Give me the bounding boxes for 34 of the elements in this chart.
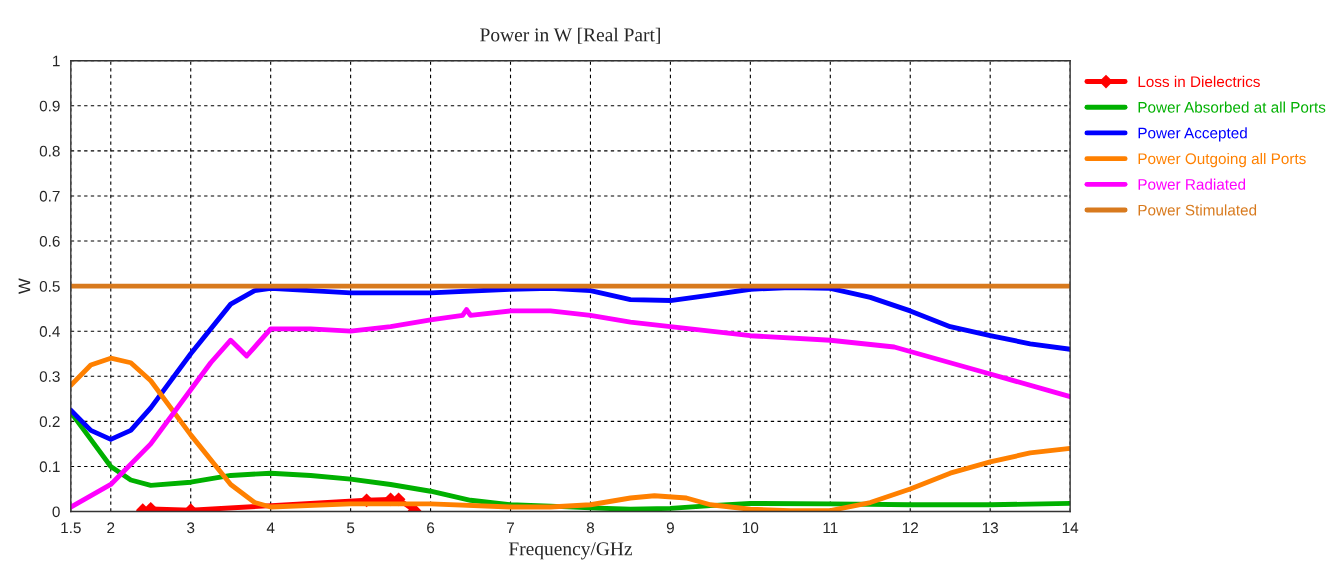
legend-label: Power Stimulated — [1138, 204, 1257, 216]
x-axis-title: Frequency/GHz — [508, 542, 633, 560]
x-tick-label: 2 — [107, 522, 115, 534]
chart-title: Power in W [Real Part] — [480, 27, 660, 44]
x-tick-label: 10 — [743, 522, 759, 534]
x-tick-label: 14 — [1062, 522, 1079, 534]
x-tick-label: 7 — [507, 522, 514, 534]
x-tick-label: 11 — [823, 522, 838, 534]
y-tick-label: 0.9 — [39, 100, 60, 112]
y-tick-label: 0.4 — [39, 326, 60, 337]
y-tick-label: 0.3 — [39, 371, 60, 382]
y-tick-label: 0.8 — [39, 145, 60, 157]
legend-label: Power Accepted — [1138, 127, 1247, 142]
x-tick-label: 12 — [902, 522, 918, 534]
y-tick-label: 0.6 — [39, 235, 60, 247]
x-tick-label: 4 — [266, 522, 275, 534]
y-tick-label: 0.2 — [39, 416, 60, 428]
legend-label: Power Radiated — [1138, 178, 1246, 190]
y-tick-label: 0 — [52, 506, 60, 518]
y-tick-label: 0.1 — [39, 461, 60, 473]
y-tick-label: 1 — [53, 55, 60, 67]
x-tick-label: 1.5 — [61, 522, 81, 534]
x-tick-label: 13 — [982, 522, 999, 534]
y-axis-title: W — [18, 278, 31, 294]
legend-label: Power Outgoing all Ports — [1138, 152, 1306, 168]
y-tick-label: 0.5 — [39, 280, 60, 292]
x-tick-label: 6 — [427, 522, 435, 534]
x-tick-label: 8 — [586, 522, 595, 534]
x-tick-label: 3 — [187, 522, 195, 534]
x-tick-label: 9 — [666, 522, 674, 534]
legend-label: Loss in Dielectrics — [1138, 75, 1260, 88]
x-tick-label: 5 — [346, 522, 355, 534]
legend-label: Power Absorbed at all Ports — [1138, 101, 1326, 113]
y-tick-label: 0.7 — [39, 190, 60, 202]
